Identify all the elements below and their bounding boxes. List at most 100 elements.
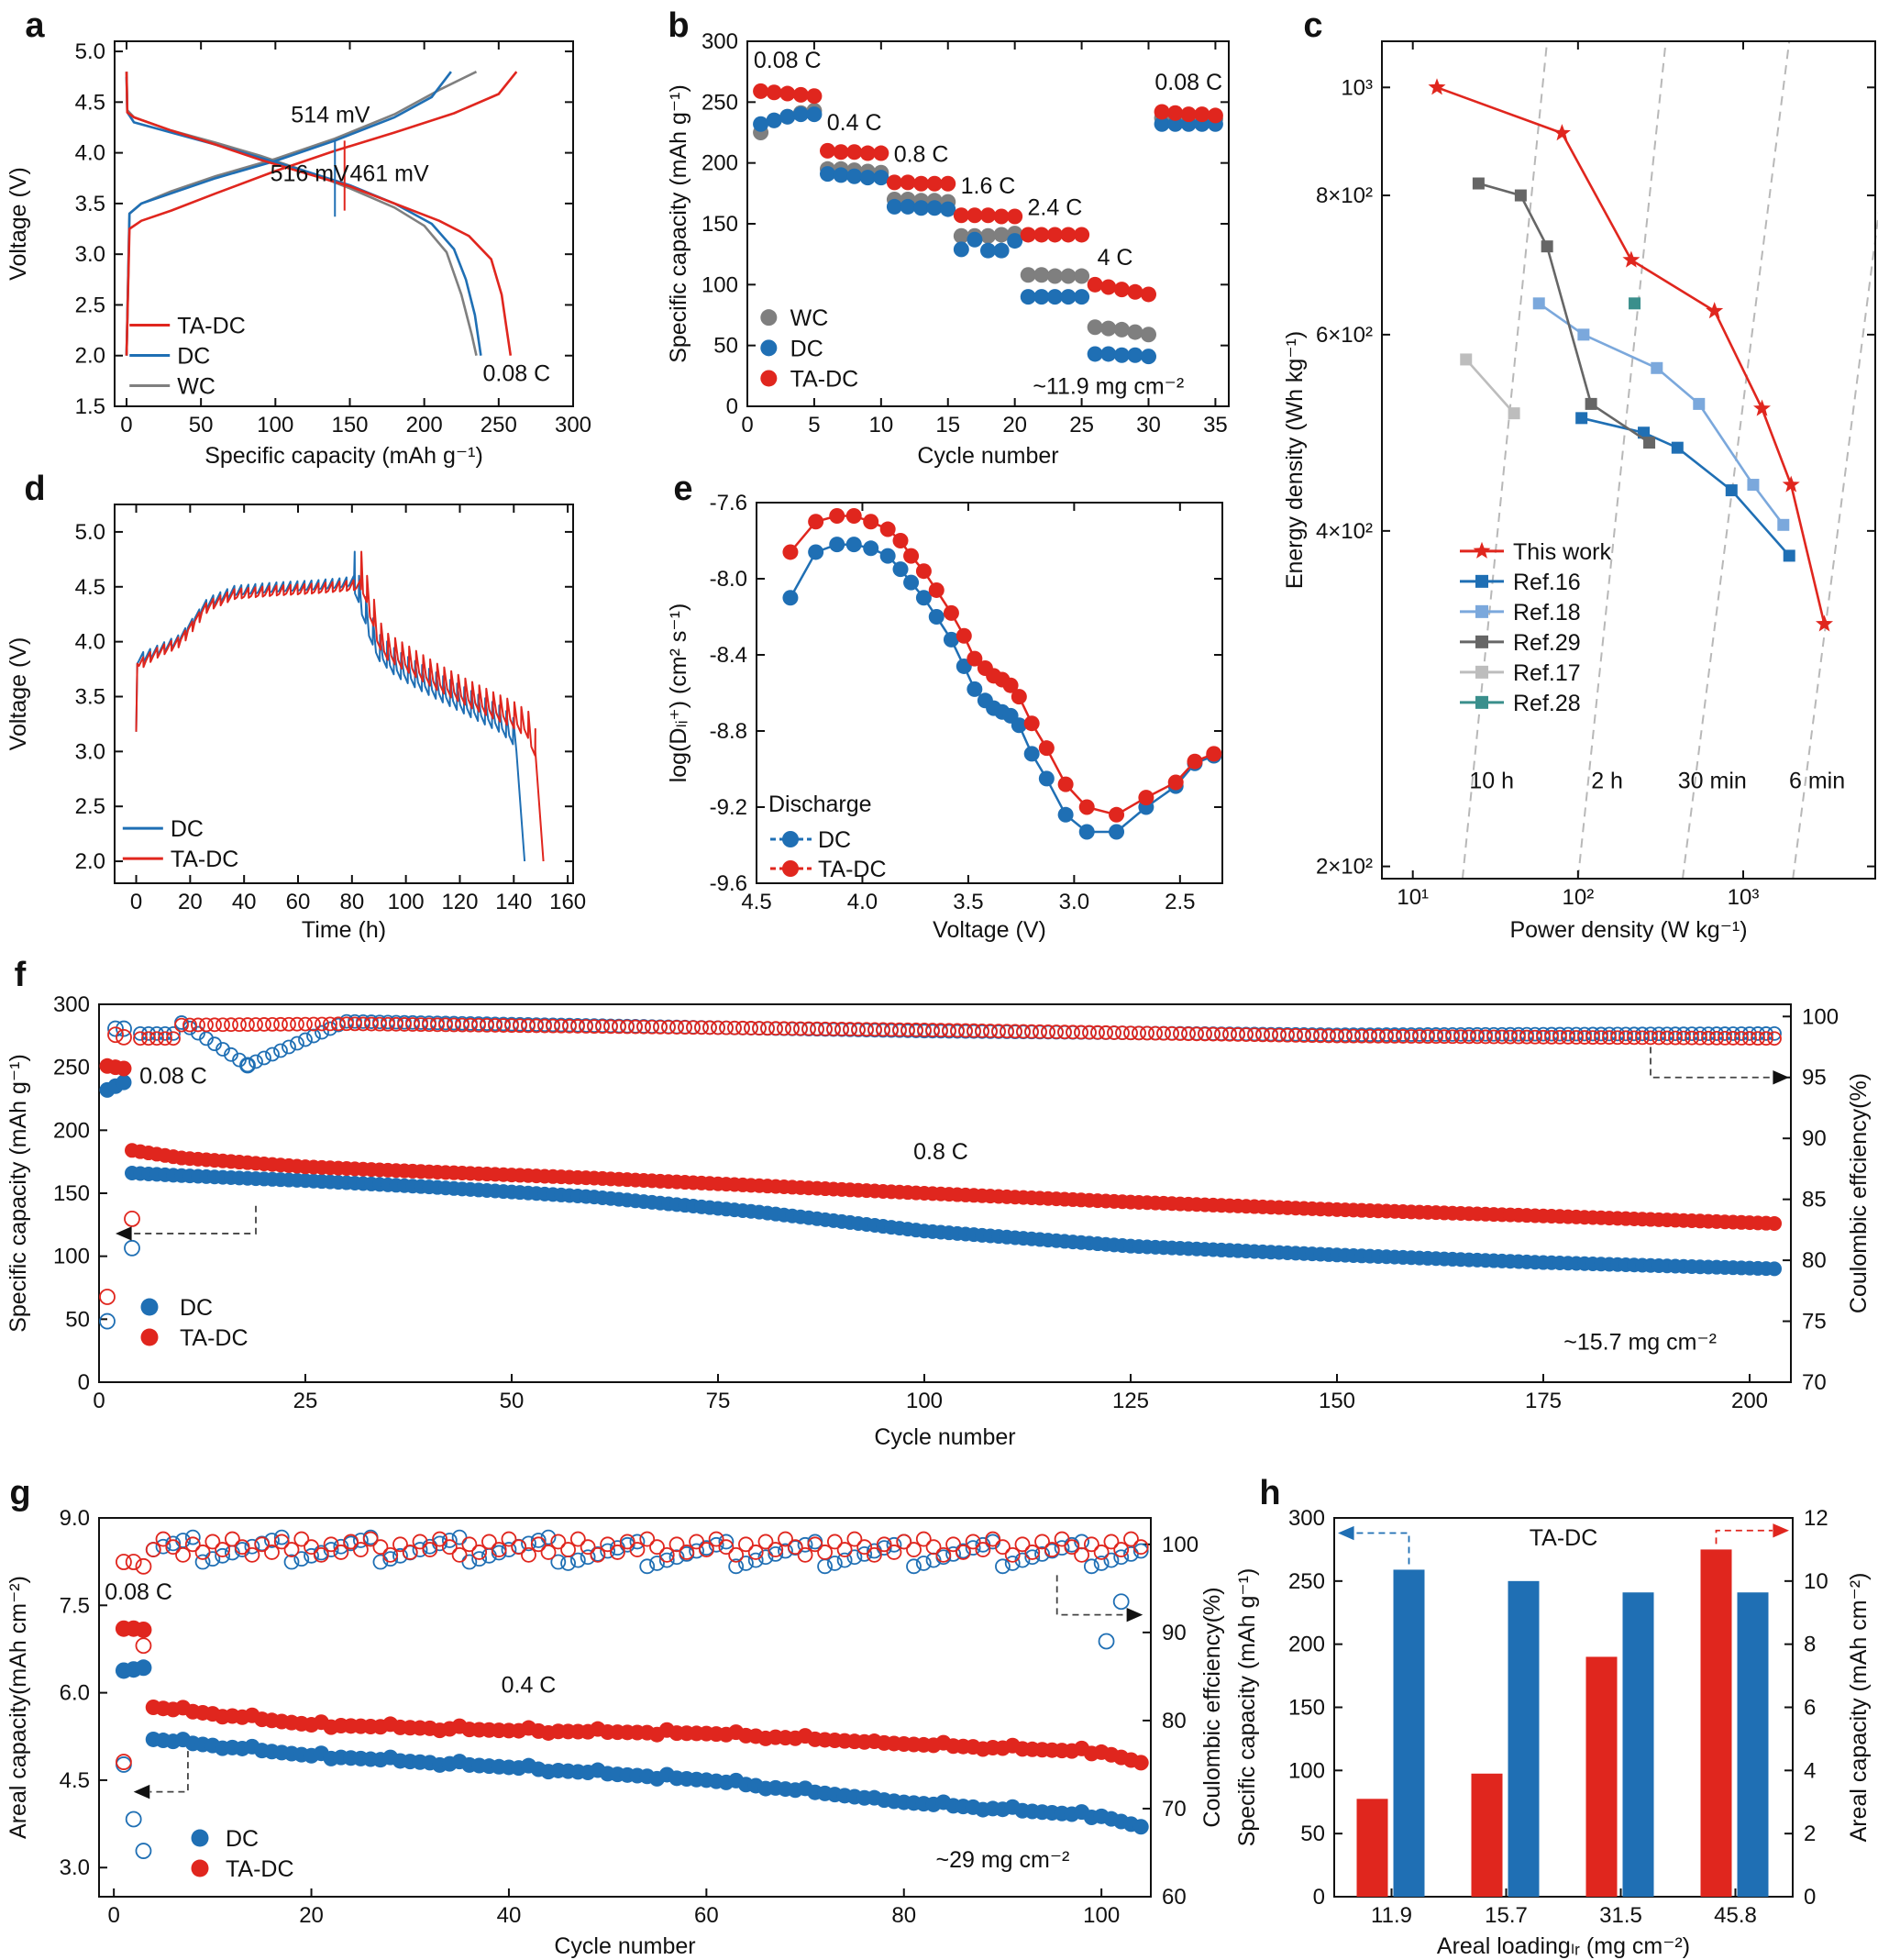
panel-f-TA-DC-ce-point — [884, 1022, 899, 1037]
panel-f-DC-ce-point — [99, 1312, 116, 1330]
panel-g-DC-ce-point — [747, 1552, 764, 1568]
panel-h-areal-capacity-bar — [1700, 1549, 1732, 1897]
panel-e-DC-point — [1038, 770, 1055, 787]
panel-g-TA-DC-ce-point — [461, 1536, 478, 1553]
panel-e-DC-point — [808, 544, 824, 560]
panel-b-DC-point — [1033, 289, 1050, 305]
panel-c-legend-marker — [1475, 604, 1488, 618]
panel-h-xlabel: Areal loadingₗᵣ (mg cm⁻²) — [1437, 1933, 1690, 1959]
panel-g-TA-DC-ce-point — [718, 1539, 735, 1556]
panel-g-DC-ce-point — [155, 1538, 171, 1555]
panel-f-right-axis-arrowhead — [1773, 1070, 1789, 1085]
panel-c-ytick-label: 2×10² — [1316, 855, 1373, 880]
panel-b-DC-point — [900, 198, 916, 215]
panel-e-TA-DC-point — [1206, 746, 1222, 762]
panel-c-this-work-point — [1622, 250, 1640, 268]
panel-b-xtick-label: 30 — [1136, 413, 1161, 437]
panel-b-TA-DC-point — [886, 174, 902, 191]
panel-g-DC-ce-point — [283, 1554, 300, 1570]
panel-f-DC-ce-point — [1610, 1026, 1625, 1042]
panel-f-DC-ce-point — [1652, 1026, 1666, 1042]
panel-f-TA-DC-ce-point — [1297, 1028, 1311, 1043]
panel-f-DC-ce-point — [1726, 1026, 1740, 1041]
panel-g-TA-DC-ce-point — [955, 1545, 971, 1560]
panel-g-TA-DC-ce-point — [283, 1542, 300, 1557]
panel-d-ytick-label: 3.0 — [75, 739, 105, 764]
panel-f-TA-DC-ce-point — [801, 1021, 816, 1036]
panel-g-TA-DC-ce-point — [1024, 1545, 1041, 1560]
panel-g-DC-ce-low — [1098, 1633, 1115, 1650]
panel-e-TA-DC-point — [967, 650, 983, 667]
panel-g-TA-DC-ce-point — [175, 1546, 191, 1563]
panel-f-y2tick-label: 80 — [1802, 1248, 1827, 1273]
panel-g-ytick-label: 4.5 — [60, 1768, 90, 1793]
panel-g-DC-ce-point — [550, 1554, 567, 1570]
panel-g-TA-DC-ce-point — [787, 1539, 803, 1556]
panel-f-TA-DC-ce-point — [1759, 1031, 1773, 1046]
panel-f-DC-ce-point — [1685, 1026, 1699, 1042]
panel-f-TA-DC-ce-point — [1718, 1031, 1732, 1046]
panel-g-DC-ce-point — [668, 1549, 685, 1566]
panel-f-rate-label-1: 0.08 C — [139, 1064, 207, 1090]
panel-f-TA-DC-ce-point — [1148, 1025, 1163, 1041]
panel-e-DC-point — [1011, 717, 1027, 734]
panel-e-TA-DC-point — [1167, 774, 1184, 791]
panel-c-time-label: 6 min — [1789, 769, 1845, 794]
panel-f-TA-DC-ce-point — [1074, 1024, 1088, 1040]
panel-g-loading-label: ~29 mg cm⁻² — [936, 1847, 1070, 1873]
panel-g-DC-ce-point — [273, 1529, 290, 1545]
panel-g-y2tick-label: 90 — [1162, 1621, 1187, 1645]
panel-b-DC-point — [1087, 346, 1103, 362]
panel-c-this-work-point — [1428, 78, 1446, 95]
panel-g-DC-ce-point — [293, 1551, 310, 1567]
panel-c-Ref.29-point — [1643, 437, 1656, 449]
panel-e-TA-DC-point — [903, 548, 920, 564]
panel-a-ytick-label: 4.0 — [75, 141, 105, 166]
panel-b-ytick-label: 150 — [701, 212, 738, 237]
panel-c-time-guide-line — [1576, 40, 1667, 880]
panel-f-TA-DC-ce-point — [1239, 1027, 1254, 1042]
panel-f-TA-DC-ce-point — [116, 1028, 132, 1046]
panel-g-TA-DC-ce-point — [1054, 1531, 1070, 1547]
panel-g-DC-ce-point — [778, 1543, 793, 1559]
panel-b-DC-point — [953, 241, 969, 258]
panel-g-TA-DC-ce-point — [915, 1531, 932, 1547]
panel-b-DC-point — [967, 231, 983, 248]
panel-g-DC-ce-point — [649, 1556, 665, 1571]
panel-f-TA-DC-ce-point — [1709, 1030, 1724, 1046]
panel-f-xtick-label: 175 — [1525, 1389, 1562, 1413]
panel-g-DC-ce-point — [846, 1549, 863, 1566]
panel-f-xtick-label: 50 — [500, 1389, 525, 1413]
panel-f-TA-DC-ce-point — [265, 1016, 280, 1032]
panel-c-time-guide-line — [1461, 40, 1549, 880]
panel-f-TA-DC-ce-point — [1000, 1024, 1014, 1039]
panel-h-y2tick-label: 0 — [1804, 1885, 1816, 1910]
panel-a-xtick-label: 50 — [189, 413, 214, 437]
panel-f-TA-DC-ce-point — [1033, 1024, 1047, 1039]
panel-a-TA-DC-discharge-curve — [125, 72, 513, 356]
panel-a-xtick-label: 0 — [120, 413, 132, 437]
panel-b-DC-point — [833, 167, 849, 183]
panel-h-y2label: Areal capacity (mAh cm⁻²) — [1846, 1573, 1872, 1843]
panel-g-TA-DC-ce-point — [501, 1531, 517, 1547]
panel-f-DC-ce-point — [1701, 1026, 1716, 1041]
panel-h-ylabel: Specific capacity (mAh g⁻¹) — [1234, 1568, 1260, 1847]
panel-b-ytick-label: 250 — [701, 90, 738, 115]
panel-g-TA-DC-ce-point — [1064, 1539, 1080, 1556]
panel-f-TA-DC-ce-point — [554, 1018, 569, 1034]
panel-g-TA-DC-ce-point — [432, 1531, 447, 1547]
panel-b-TA-DC-point — [806, 88, 823, 105]
panel-b-TA-DC-point — [940, 175, 956, 192]
panel-c-Ref.18-point — [1747, 479, 1760, 492]
panel-f-TA-DC-ce-point — [1321, 1028, 1336, 1044]
panel-e-TA-DC-point — [928, 581, 945, 598]
panel-f-TA-DC-ce-point — [1495, 1029, 1509, 1045]
panel-f-DC-ce-point — [1602, 1026, 1617, 1042]
panel-f-TA-DC-ce-point — [967, 1023, 981, 1038]
panel-b-WC-point — [953, 227, 969, 244]
panel-f-DC-ce-point — [1751, 1026, 1765, 1041]
panel-c-legend-label: Ref.29 — [1513, 630, 1581, 656]
panel-b-DC-point — [1154, 116, 1170, 132]
panel-a-tadc-polarization-label: 461 mV — [349, 161, 428, 187]
panel-a-ytick-label: 3.5 — [75, 192, 105, 216]
